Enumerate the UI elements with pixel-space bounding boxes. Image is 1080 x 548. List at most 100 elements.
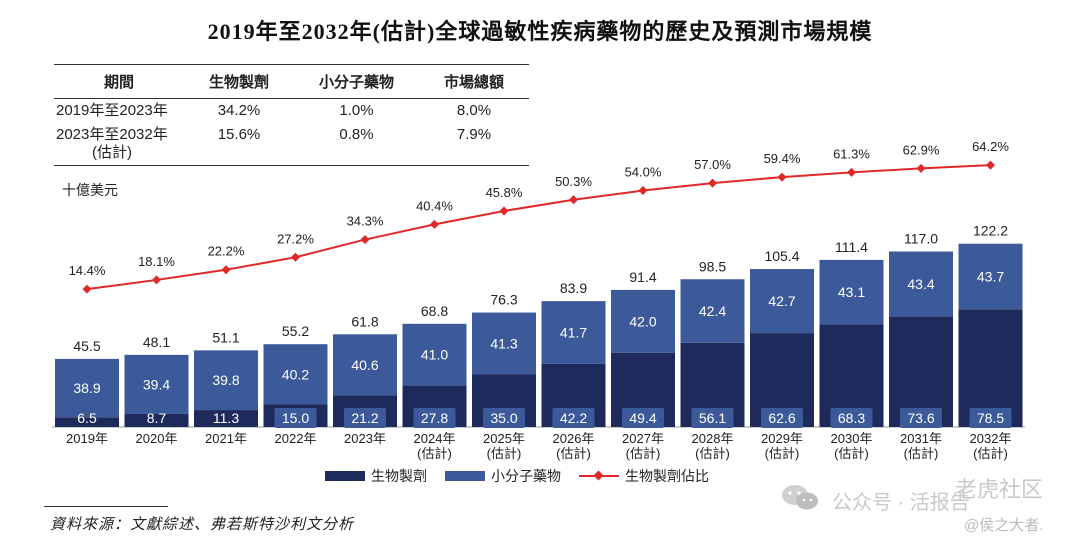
share-point bbox=[430, 219, 439, 229]
share-point bbox=[708, 178, 717, 188]
x-tick-label: 2030年 bbox=[831, 431, 873, 446]
share-point bbox=[777, 172, 787, 182]
x-tick-label: (估計) bbox=[695, 446, 730, 461]
watermark-community: 老虎社区 bbox=[955, 477, 1044, 502]
x-tick-label: 2032年 bbox=[970, 431, 1012, 446]
x-tick-label: 2028年 bbox=[692, 431, 734, 446]
label-biologics: 42.2 bbox=[560, 410, 587, 426]
cagr-header-row: 期間 生物製劑 小分子藥物 市場總額 bbox=[54, 64, 529, 99]
x-tick-label: 2031年 bbox=[900, 431, 942, 446]
legend-swatch-small-molecule bbox=[445, 471, 485, 481]
label-small-molecule: 42.0 bbox=[629, 313, 656, 329]
label-small-molecule-box bbox=[761, 291, 803, 312]
label-biologics: 15.0 bbox=[282, 410, 309, 426]
label-total: 61.8 bbox=[351, 313, 378, 329]
cagr-bio: 34.2% bbox=[217, 102, 261, 119]
label-biologics: 62.6 bbox=[768, 410, 795, 426]
cagr-header-total: 市場總額 bbox=[443, 74, 504, 91]
bar-biologics bbox=[124, 413, 189, 427]
label-small-molecule-box bbox=[135, 374, 178, 395]
share-point bbox=[569, 195, 578, 205]
label-small-molecule: 39.8 bbox=[212, 372, 239, 388]
label-biologics-box bbox=[761, 408, 803, 428]
x-tick-label: 2022年 bbox=[275, 431, 317, 446]
label-total: 55.2 bbox=[282, 323, 309, 339]
legend-item-share: 生物製劑佔比 bbox=[579, 466, 709, 486]
label-total: 117.0 bbox=[904, 231, 938, 247]
x-tick-label: (估計) bbox=[973, 446, 1008, 461]
label-biologics: 11.3 bbox=[213, 410, 239, 426]
bar-biologics bbox=[55, 417, 119, 427]
legend-item-small-molecule: 小分子藥物 bbox=[445, 466, 561, 486]
label-small-molecule-box bbox=[969, 266, 1012, 287]
cagr-header-period: 期間 bbox=[103, 74, 134, 91]
label-total: 51.1 bbox=[212, 329, 239, 345]
label-small-molecule: 42.4 bbox=[699, 303, 726, 319]
watermark-author: @侯之大者. bbox=[964, 517, 1044, 534]
share-label: 18.1% bbox=[138, 254, 175, 269]
share-label: 64.2% bbox=[972, 139, 1009, 154]
x-tick-label: 2019年 bbox=[66, 431, 108, 446]
x-tick-label: (估計) bbox=[626, 446, 661, 461]
wechat-icon bbox=[782, 485, 818, 510]
x-tick-label: 2026年 bbox=[553, 431, 595, 446]
share-label: 50.3% bbox=[555, 174, 592, 189]
watermark-account: 公众号 · 活报告 bbox=[832, 492, 970, 514]
label-biologics-box bbox=[344, 408, 386, 428]
label-small-molecule: 41.0 bbox=[421, 347, 448, 363]
share-label: 57.0% bbox=[694, 157, 731, 172]
label-biologics: 73.6 bbox=[907, 410, 934, 426]
label-biologics: 21.2 bbox=[351, 410, 378, 426]
label-biologics: 8.7 bbox=[147, 410, 167, 426]
x-tick-label: (估計) bbox=[765, 446, 800, 461]
label-biologics-box bbox=[413, 408, 456, 428]
label-small-molecule-box bbox=[483, 333, 525, 354]
label-biologics-box bbox=[830, 408, 873, 428]
share-label: 27.2% bbox=[277, 231, 314, 246]
legend-swatch-biologics bbox=[325, 471, 365, 481]
label-small-molecule: 41.3 bbox=[490, 336, 517, 352]
cagr-small: 0.8% bbox=[339, 126, 374, 143]
x-tick-label: 2020年 bbox=[136, 431, 178, 446]
x-tick-label: 2027年 bbox=[622, 431, 664, 446]
share-point bbox=[152, 275, 161, 285]
x-tick-label: (估計) bbox=[417, 446, 452, 461]
share-point bbox=[221, 265, 231, 275]
share-point bbox=[638, 186, 648, 196]
label-small-molecule: 40.6 bbox=[351, 357, 378, 373]
x-tick-label: (估計) bbox=[834, 446, 869, 461]
label-small-molecule-box bbox=[552, 322, 595, 343]
unit-label: 十億美元 bbox=[62, 182, 118, 198]
legend-label-biologics: 生物製劑 bbox=[371, 468, 427, 484]
cagr-total: 8.0% bbox=[456, 102, 492, 119]
label-biologics: 68.3 bbox=[838, 410, 865, 426]
label-biologics-box bbox=[552, 408, 595, 428]
label-small-molecule: 43.7 bbox=[977, 268, 1004, 284]
share-point bbox=[82, 284, 92, 294]
cagr-row: 2023年至2032年 (估計) 15.6% 0.8% 7.9% bbox=[54, 123, 529, 166]
legend-label-share: 生物製劑佔比 bbox=[625, 468, 709, 484]
label-biologics-box bbox=[969, 408, 1012, 428]
label-small-molecule: 43.1 bbox=[838, 284, 865, 300]
label-total: 98.5 bbox=[699, 258, 726, 274]
label-small-molecule: 43.4 bbox=[907, 276, 934, 292]
label-small-molecule-box bbox=[66, 378, 108, 399]
label-biologics: 78.5 bbox=[977, 410, 1004, 426]
label-small-molecule-box bbox=[413, 344, 456, 365]
x-tick-label: 2021年 bbox=[205, 431, 247, 446]
label-small-molecule-box bbox=[274, 364, 317, 385]
label-small-molecule: 42.7 bbox=[768, 293, 795, 309]
cagr-header-bio: 生物製劑 bbox=[208, 74, 269, 91]
x-tick-label: (估計) bbox=[556, 446, 591, 461]
label-total: 122.2 bbox=[973, 223, 1008, 239]
legend-swatch-share bbox=[579, 469, 619, 483]
share-label: 34.3% bbox=[347, 214, 384, 229]
x-tick-label: 2023年 bbox=[344, 431, 386, 446]
label-small-molecule-box bbox=[622, 311, 664, 332]
cagr-table: 期間 生物製劑 小分子藥物 市場總額 2019年至2023年 34.2% 1.0… bbox=[54, 64, 529, 166]
share-label: 45.8% bbox=[486, 185, 523, 200]
label-total: 111.4 bbox=[835, 239, 868, 255]
share-label: 40.4% bbox=[416, 198, 453, 213]
label-total: 68.8 bbox=[421, 303, 448, 319]
